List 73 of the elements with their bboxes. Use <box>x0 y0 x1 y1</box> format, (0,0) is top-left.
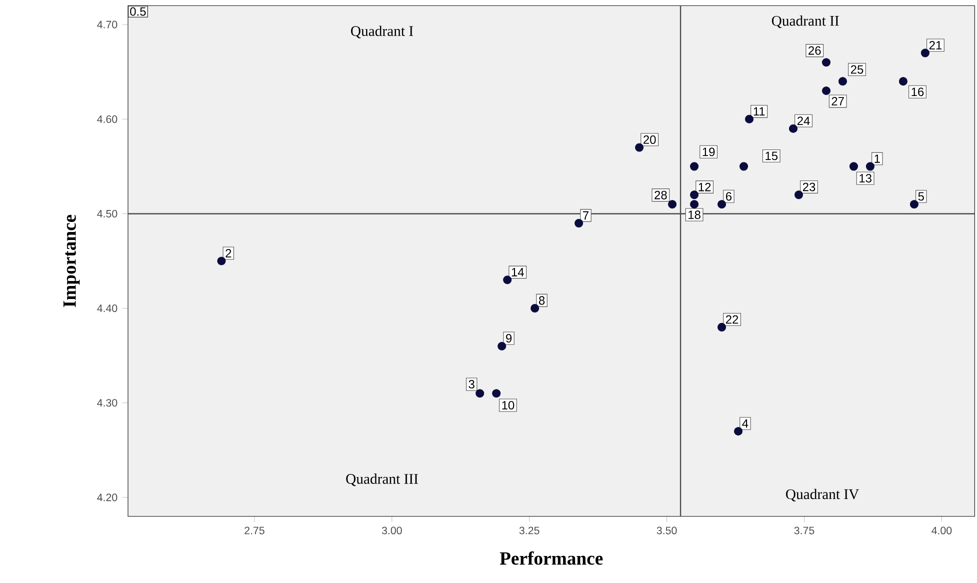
point <box>635 143 644 152</box>
x-tick-label: 3.50 <box>656 526 677 534</box>
annotation: 2 <box>226 249 232 258</box>
annotation: 0.5 <box>130 7 146 16</box>
x-tick-label: 2.75 <box>244 526 264 534</box>
point <box>898 77 908 86</box>
x-tick-label: 3.00 <box>382 526 402 534</box>
annotation: 13 <box>860 174 872 183</box>
annotation: 1 <box>874 154 880 163</box>
annotation: 5 <box>918 192 924 201</box>
y-tick-label: 4.50 <box>97 210 118 218</box>
y-axis-title: Importance <box>63 214 80 308</box>
point <box>690 190 699 200</box>
point <box>788 124 798 133</box>
point <box>476 389 484 398</box>
annotation: 8 <box>538 296 545 305</box>
point <box>217 256 226 266</box>
y-tick-label: 4.40 <box>97 304 118 312</box>
annotation: 4 <box>742 419 748 428</box>
annotation: 10 <box>502 400 514 410</box>
x-tick-label: 3.75 <box>794 526 814 534</box>
x-tick-label: 3.25 <box>519 526 540 534</box>
annotation: Quadrant IV <box>786 488 859 502</box>
annotation: 16 <box>912 88 924 96</box>
annotation: 23 <box>802 182 816 192</box>
point <box>574 218 584 228</box>
annotation: Quadrant III <box>346 474 418 486</box>
annotation: 14 <box>512 268 524 276</box>
x-axis-title: Performance <box>500 551 603 565</box>
point <box>530 304 540 313</box>
point <box>718 200 726 209</box>
point <box>668 200 677 209</box>
y-tick-label: 4.20 <box>97 494 118 502</box>
point <box>690 200 699 209</box>
point <box>492 389 501 398</box>
point <box>849 162 858 171</box>
annotation: 25 <box>850 65 864 74</box>
point <box>920 48 930 58</box>
annotation: 19 <box>702 148 715 156</box>
point <box>822 58 830 67</box>
point <box>910 200 918 209</box>
annotation: 28 <box>654 190 667 200</box>
annotation: 18 <box>688 210 700 220</box>
point <box>498 342 506 350</box>
annotation: 15 <box>766 152 778 160</box>
annotation: Quadrant I <box>351 26 414 38</box>
y-tick-label: 4.30 <box>97 399 118 407</box>
annotation: 27 <box>832 97 844 106</box>
annotation: Quadrant II <box>772 15 839 28</box>
point <box>734 426 743 436</box>
point <box>718 322 726 332</box>
y-tick-label: 4.60 <box>97 115 118 123</box>
point <box>866 162 874 171</box>
point <box>744 114 754 124</box>
annotation: 24 <box>797 116 810 126</box>
annotation: 12 <box>698 182 711 192</box>
annotation: 3 <box>468 380 474 388</box>
point <box>838 77 847 86</box>
point <box>822 86 830 96</box>
point <box>794 190 804 200</box>
y-tick-label: 4.70 <box>97 20 118 28</box>
point <box>503 276 512 284</box>
point <box>690 162 699 171</box>
annotation: 11 <box>754 107 765 116</box>
x-tick-label: 4.00 <box>932 526 952 534</box>
annotation: 6 <box>726 192 732 201</box>
annotation: 26 <box>808 46 821 55</box>
annotation: 22 <box>726 315 738 324</box>
annotation: 9 <box>506 334 512 343</box>
annotation: 7 <box>583 211 588 220</box>
annotation: 20 <box>644 135 656 144</box>
point <box>739 162 748 171</box>
annotation: 21 <box>929 40 942 50</box>
